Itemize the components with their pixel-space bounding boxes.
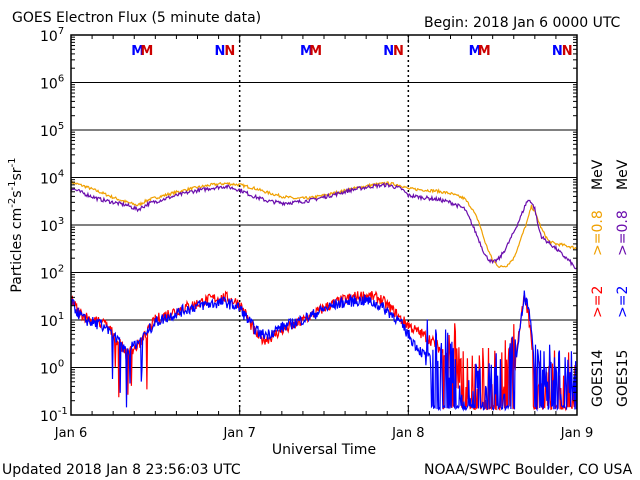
x-tick-label: Jan 9 [560,426,593,441]
mn-marker: M [140,44,153,59]
mn-marker: M [309,44,322,59]
y-tick-label: 107 [40,26,64,45]
legend: GOES14 GOES15 >=2 >=0.8 MeV >=2 >=0.8 Me… [590,159,631,407]
y-tick-label: 105 [40,121,64,140]
mn-marker: N [215,44,226,59]
legend-goes14-label: GOES14 [590,349,606,407]
y-tick-label: 106 [40,74,64,93]
legend-goes14-2mev: >=2 [590,286,606,318]
series-line [70,182,578,270]
y-tick-label: 100 [40,359,64,378]
chart-title: GOES Electron Flux (5 minute data) [12,10,261,26]
y-tick-label: 102 [40,264,64,283]
legend-goes14-08mev: >=0.8 [590,210,606,256]
x-axis-ticks: Jan 6 Jan 7 Jan 8 Jan 9 [54,35,593,441]
series-line [70,290,578,412]
mn-marker: M [300,44,313,59]
mn-marker: N [224,44,235,59]
mn-marker: N [562,44,573,59]
legend-goes15-08mev: >=0.8 [615,210,631,256]
legend-goes15-label: GOES15 [615,350,631,407]
mn-marker: M [469,44,482,59]
legend-goes14-unit: MeV [590,159,606,190]
credit: NOAA/SWPC Boulder, CO USA [424,462,633,478]
series-line [70,179,578,268]
x-tick-label: Jan 6 [54,426,87,441]
legend-goes15-unit: MeV [615,159,631,190]
mn-marker: M [478,44,491,59]
y-tick-label: 103 [40,216,64,235]
updated-time: Updated 2018 Jan 8 23:56:03 UTC [2,462,241,478]
day-night-markers: MM NN MM NN MM NN [131,44,572,59]
begin-time: Begin: 2018 Jan 6 0000 UTC [424,15,621,31]
y-tick-label: 104 [40,169,64,188]
legend-goes15-2mev: >=2 [615,286,631,318]
x-tick-label: Jan 7 [222,426,255,441]
y-axis-ticks: 10-1 100 101 102 103 104 105 106 107 [40,26,577,425]
plot-series [70,179,578,412]
mn-marker: M [131,44,144,59]
y-axis-label: Particles cm-2s-1sr-1 [7,157,25,292]
x-tick-label: Jan 8 [391,426,424,441]
mn-marker: N [383,44,394,59]
mn-marker: N [552,44,563,59]
x-axis-label: Universal Time [272,442,376,458]
mn-marker: N [393,44,404,59]
y-tick-label: 10-1 [40,406,68,425]
y-tick-label: 101 [40,311,64,330]
